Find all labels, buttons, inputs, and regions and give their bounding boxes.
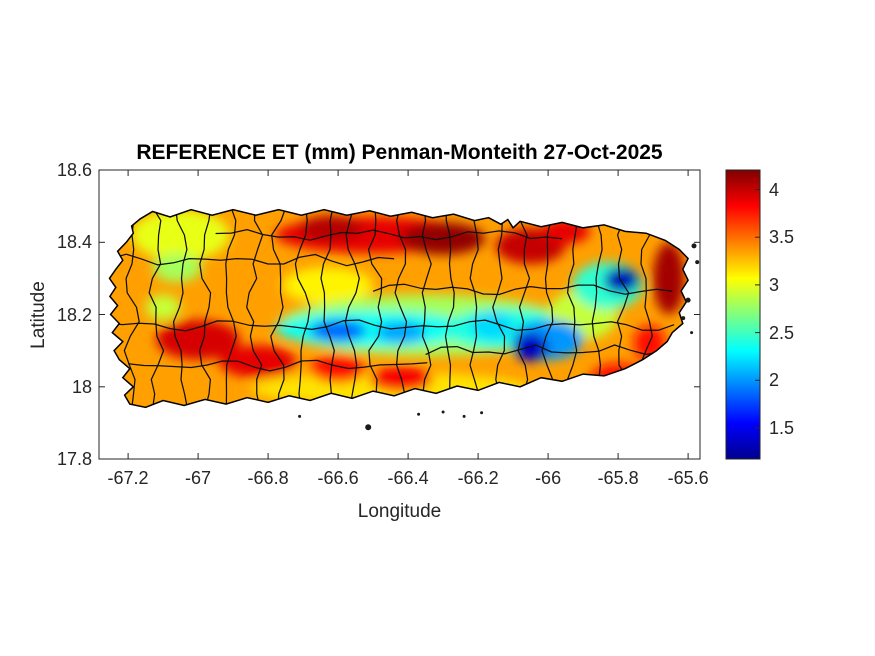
- x-tick-label: -66.4: [387, 468, 429, 488]
- colorbar-tick-label: 3.5: [769, 227, 795, 248]
- islet: [298, 414, 302, 418]
- islet: [417, 412, 421, 416]
- x-tick-label: -67: [185, 468, 212, 488]
- coastline-outline: [108, 208, 690, 409]
- x-axis-label: Longitude: [357, 501, 442, 522]
- x-tick-label: -65.8: [597, 468, 639, 488]
- plot-title: REFERENCE ET (mm) Penman-Monteith 27-Oct…: [136, 141, 663, 164]
- y-tick-label: 18.2: [56, 304, 92, 325]
- island-et-field: [109, 209, 689, 408]
- y-tick-label: 18.4: [56, 232, 92, 253]
- colorbar-tick-label: 2.5: [769, 322, 795, 343]
- x-tick-label: -66.8: [247, 468, 289, 488]
- municipality-boundaries: [109, 209, 675, 408]
- colorbar-tick-label: 1.5: [769, 418, 795, 438]
- islet: [685, 297, 691, 303]
- islet: [462, 414, 466, 418]
- islet: [695, 260, 700, 265]
- y-tick-label: 18: [71, 376, 92, 397]
- islet: [365, 424, 372, 431]
- axes-box: [98, 169, 701, 460]
- colorbar: [725, 169, 761, 460]
- islet: [441, 410, 445, 414]
- x-tick-label: -67.2: [107, 468, 149, 488]
- islet: [691, 243, 697, 249]
- colorbar-tick-label: 2: [769, 370, 780, 391]
- islet: [681, 316, 686, 321]
- x-tick-label: -66.6: [317, 468, 359, 488]
- x-tick-label: -65.6: [667, 468, 709, 488]
- islet: [480, 411, 484, 415]
- colorbar-tick-label: 3: [769, 274, 780, 295]
- colorbar-tick-label: 4: [769, 179, 780, 200]
- islet: [690, 331, 694, 335]
- y-tick-label: 17.8: [56, 449, 92, 469]
- y-tick-label: 18.6: [56, 160, 92, 180]
- x-tick-label: -66.2: [457, 468, 499, 488]
- x-tick-label: -66: [535, 468, 562, 488]
